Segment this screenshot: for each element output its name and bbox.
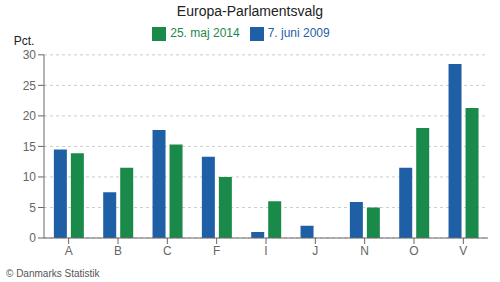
- svg-text:F: F: [213, 244, 220, 258]
- svg-text:25: 25: [23, 79, 37, 93]
- svg-text:20: 20: [23, 109, 37, 123]
- svg-text:A: A: [65, 244, 73, 258]
- html-text:© Danmarks Statistik: © Danmarks Statistik: [6, 268, 100, 279]
- svg-text:10: 10: [23, 170, 37, 184]
- svg-text:C: C: [163, 244, 172, 258]
- html-text:7. juni 2009: 7. juni 2009: [267, 26, 330, 40]
- svg-text:5: 5: [29, 201, 36, 215]
- svg-text:N: N: [360, 244, 369, 258]
- svg-text:30: 30: [23, 48, 37, 62]
- html-text:25. maj 2014: 25. maj 2014: [170, 26, 240, 40]
- svg-text:I: I: [264, 244, 267, 258]
- svg-text:J: J: [312, 244, 318, 258]
- svg-text:O: O: [409, 244, 418, 258]
- svg-text:0: 0: [29, 231, 36, 245]
- svg-text:B: B: [114, 244, 122, 258]
- html-text:Europa-Parlamentsvalg: Europa-Parlamentsvalg: [176, 3, 324, 19]
- svg-text:V: V: [459, 244, 467, 258]
- svg-text:Pct.: Pct.: [14, 34, 35, 48]
- svg-text:15: 15: [23, 140, 37, 154]
